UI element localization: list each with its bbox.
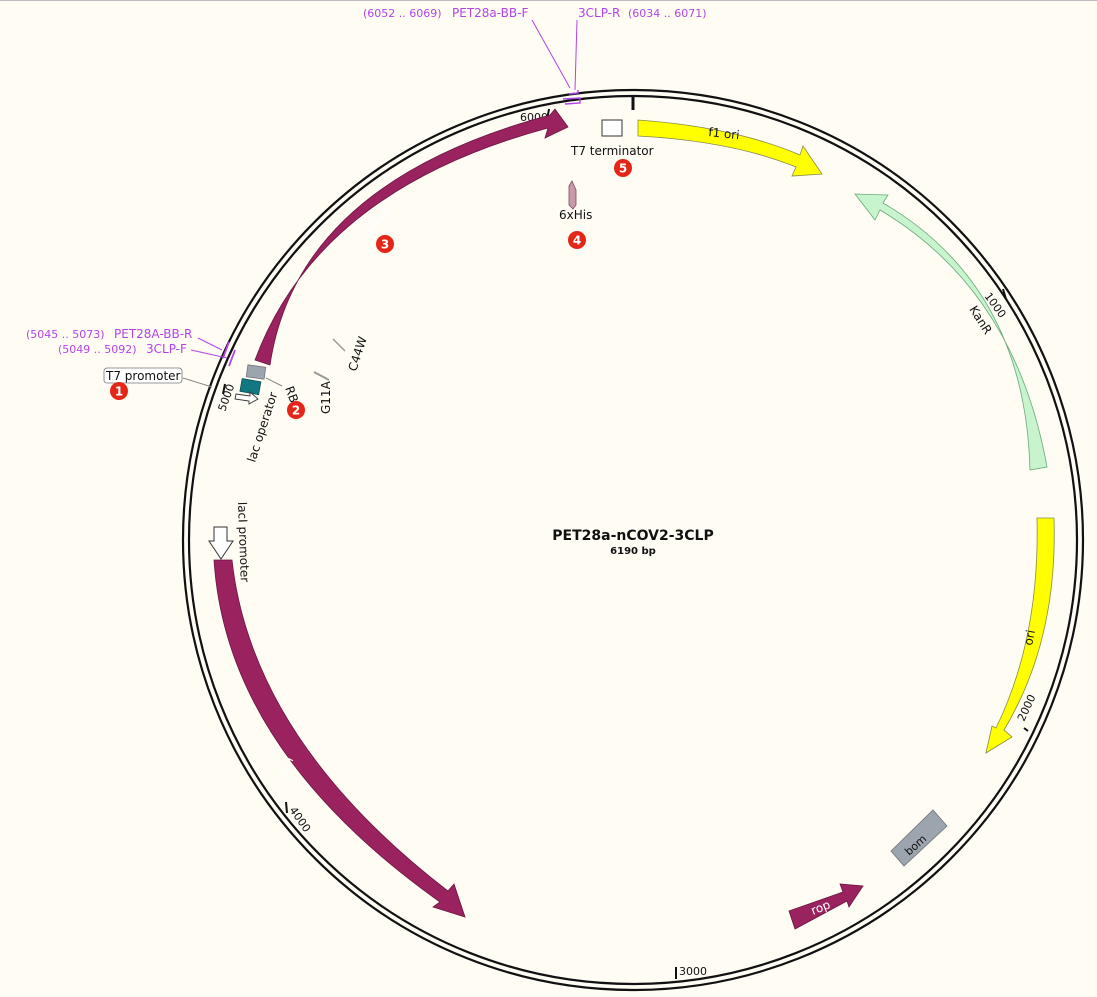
marker-4-label: 4 [573, 234, 581, 248]
marker-1: 1 [110, 382, 128, 400]
marker-1-label: 1 [115, 385, 123, 399]
primer-pet28a-bb-f-name: PET28a-BB-F [452, 6, 528, 20]
t7-promoter-label: T7 promoter [105, 369, 181, 383]
rop-label: rop [809, 897, 832, 917]
top-border [0, 0, 1097, 1]
f1-ori-label: f1 ori [708, 125, 741, 142]
tick-5000: 5000 [216, 382, 238, 413]
g11a-label: G11A [319, 380, 333, 414]
marker-4: 4 [568, 231, 586, 249]
primer-3clp-r-name: 3CLP-R [578, 6, 620, 20]
t7-promoter-label-box [103, 367, 183, 384]
rop-feature[interactable]: rop [788, 883, 864, 930]
g11a-site[interactable]: G11A [313, 371, 333, 414]
tick-label-5000: 5000 [216, 382, 238, 413]
tick-label-3000: 3000 [679, 965, 707, 978]
marker-3: 3 [376, 235, 394, 253]
plasmid-name: PET28a-nCOV2-3CLP [552, 528, 713, 544]
primer-3clp-r[interactable]: 3CLP-R (6034 .. 6071) [568, 6, 707, 95]
laci-promoter-label: lacI promoter [235, 502, 252, 583]
primer-pet28a-bb-r-range: (5045 .. 5073) [26, 328, 105, 341]
primer-pet28a-bb-r-name: PET28A-BB-R [114, 327, 192, 341]
primer-pet28a-bb-r[interactable]: (5045 .. 5073) PET28A-BB-R [26, 327, 230, 359]
primer-pet28a-bb-f[interactable]: (6052 .. 6069) PET28a-BB-F [363, 6, 581, 105]
primer-3clp-f-name: 3CLP-F [146, 342, 187, 356]
primer-3clp-r-range: (6034 .. 6071) [628, 7, 707, 20]
primer-3clp-f[interactable]: (5049 .. 5092) 3CLP-F [58, 342, 236, 367]
t7-terminator-label: T7 terminator [570, 144, 654, 158]
laci-promoter-feature[interactable]: lacI promoter [208, 502, 252, 583]
marker-3-label: 3 [381, 238, 389, 252]
t7-promoter-feature[interactable]: T7 promoter [103, 367, 259, 405]
f1-ori-feature[interactable]: f1 ori [637, 119, 823, 177]
t7-terminator-feature[interactable]: T7 terminator [570, 119, 654, 158]
his-tag-label: 6xHis [559, 208, 592, 222]
ori-label: ori [1021, 629, 1038, 647]
c44w-site[interactable]: C44W [332, 335, 370, 373]
marker-5-label: 5 [619, 162, 627, 176]
marker-5: 5 [614, 159, 632, 177]
c44w-label: C44W [346, 335, 370, 373]
bom-feature[interactable]: bom [890, 809, 948, 867]
lac-operator-feature[interactable]: lac operator [239, 378, 280, 464]
tick-label-4000: 4000 [287, 804, 314, 834]
his-tag-feature[interactable]: 6xHis [559, 180, 592, 222]
marker-2: 2 [287, 401, 305, 419]
laci-feature[interactable]: lacI [213, 559, 466, 918]
primer-3clp-f-range: (5049 .. 5092) [58, 343, 137, 356]
tick-3000: 3000 [675, 965, 707, 979]
marker-2-label: 2 [292, 404, 300, 418]
plasmid-size: 6190 bp [610, 546, 656, 557]
backbone-outer-circle [181, 88, 1085, 992]
ori-feature[interactable]: ori [985, 517, 1055, 754]
kanr-feature[interactable]: KanR [854, 193, 1048, 471]
primer-pet28a-bb-f-range: (6052 .. 6069) [363, 7, 442, 20]
